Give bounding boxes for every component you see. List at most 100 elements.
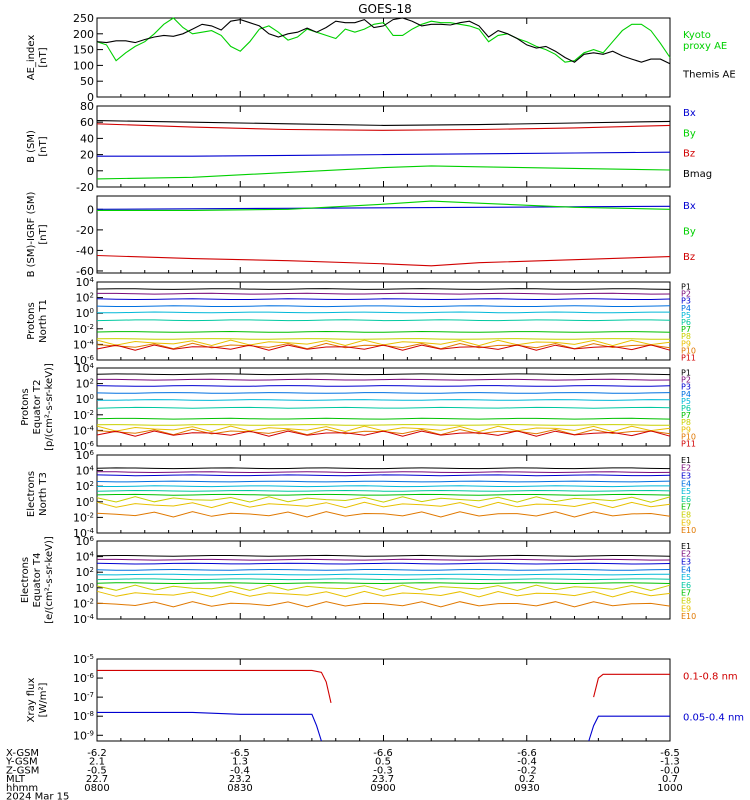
ephemeris-value: -0.5 bbox=[87, 765, 107, 776]
channel-line bbox=[96, 338, 670, 340]
legend-entry: P11 bbox=[681, 439, 696, 448]
date-label: 2024 Mar 15 bbox=[6, 792, 69, 800]
ephemeris-value: 0800 bbox=[84, 783, 109, 794]
channel-line bbox=[96, 568, 671, 571]
y-axis-label: AE_index[nT] bbox=[26, 35, 49, 81]
y-tick-label: 10-4 bbox=[73, 613, 95, 626]
y-tick-label: 0 bbox=[87, 203, 94, 216]
legend-entry: E6 bbox=[681, 581, 691, 590]
legend-entry: By bbox=[683, 227, 696, 238]
legend-entry: E7 bbox=[681, 589, 691, 598]
legend-entry: P8 bbox=[681, 418, 691, 427]
legend-entry: P5 bbox=[681, 311, 691, 320]
panel-ae: 250 200 150 100 50 0 AE_index[nT] Kyoto proxy AE… bbox=[26, 12, 736, 104]
legend-entry: P5 bbox=[681, 397, 691, 406]
series-line bbox=[96, 123, 671, 131]
series-line bbox=[96, 120, 671, 126]
y-tick-label: 102 bbox=[76, 292, 94, 305]
y-tick-label: 10-6 bbox=[73, 440, 95, 453]
y-tick-label: 10-4 bbox=[73, 424, 95, 437]
legend-entry: E10 bbox=[681, 526, 696, 535]
channel-line bbox=[96, 424, 670, 426]
legend-entry: P9 bbox=[681, 339, 691, 348]
ephemeris-value: 0830 bbox=[227, 783, 252, 794]
y-tick-label: 10-4 bbox=[73, 527, 95, 540]
panel-frame bbox=[96, 658, 671, 742]
channel-line bbox=[96, 311, 670, 314]
channel-line bbox=[96, 489, 671, 492]
y-tick-label: 0 bbox=[87, 165, 94, 178]
legend-entry: P9 bbox=[681, 425, 691, 434]
y-tick-label: 10-5 bbox=[73, 653, 94, 666]
channel-line bbox=[96, 344, 671, 351]
legend-entry: Bz bbox=[683, 149, 695, 160]
legend-entry: E5 bbox=[681, 573, 691, 582]
channel-line bbox=[96, 493, 671, 496]
channel-line bbox=[96, 330, 671, 333]
panel-frame bbox=[96, 17, 671, 98]
legend-entry: P1 bbox=[681, 369, 691, 378]
channel-line bbox=[96, 582, 671, 585]
y-axis-label: B (SM)[nT] bbox=[26, 130, 49, 163]
legend-entry: Bx bbox=[683, 201, 696, 212]
y-tick-label: 10-8 bbox=[73, 710, 94, 723]
figure-title: GOES-18 bbox=[358, 2, 412, 16]
ephemeris-value: 0930 bbox=[514, 783, 539, 794]
ephemeris-value: 1000 bbox=[657, 783, 682, 794]
y-tick-label: 102 bbox=[76, 378, 94, 391]
y-tick-label: 100 bbox=[73, 59, 94, 72]
series-line bbox=[96, 17, 671, 63]
channel-line bbox=[96, 511, 671, 518]
legend-entry: P6 bbox=[681, 318, 691, 327]
y-tick-label: 80 bbox=[80, 100, 94, 113]
legend-entry: P6 bbox=[681, 404, 691, 413]
y-tick-label: 10-2 bbox=[73, 511, 94, 524]
channel-line bbox=[97, 292, 671, 295]
y-tick-label: 10-9 bbox=[73, 729, 94, 742]
y-tick-label: 100 bbox=[76, 496, 94, 509]
panel-protons_north: 104 102 100 10-2 10-4 10-6 ProtonsNorth T1 P1P2… bbox=[26, 276, 696, 367]
series-line bbox=[97, 711, 322, 742]
panel-electrons_equator: 106 104 102 100 10-2 10-4 ElectronsEquator T4[… bbox=[20, 535, 696, 626]
ephemeris-row-label: MLT bbox=[6, 774, 26, 785]
channel-line bbox=[96, 584, 671, 592]
y-tick-label: 100 bbox=[76, 582, 94, 595]
legend-entry: By bbox=[683, 128, 696, 139]
y-tick-label: 200 bbox=[73, 28, 94, 41]
legend-entry: E10 bbox=[681, 612, 696, 621]
series-line bbox=[97, 200, 671, 211]
series-line bbox=[588, 715, 670, 742]
y-tick-label: 106 bbox=[76, 449, 95, 462]
legend-entry: P3 bbox=[681, 297, 691, 306]
channel-line bbox=[96, 385, 671, 387]
y-tick-label: 10-2 bbox=[73, 409, 94, 422]
ephemeris-value: -6.6 bbox=[373, 748, 393, 759]
channel-line bbox=[96, 554, 671, 557]
channel-line bbox=[96, 573, 670, 576]
channel-line bbox=[96, 601, 671, 608]
panel-frame bbox=[96, 105, 671, 188]
legend-entry: E4 bbox=[681, 565, 691, 574]
ephemeris-row-label: X-GSM bbox=[6, 748, 39, 759]
channel-line bbox=[96, 406, 671, 409]
y-tick-label: 0 bbox=[87, 91, 94, 104]
legend-entry: E9 bbox=[681, 604, 691, 613]
y-axis-label: ElectronsEquator T4[e/(cm²-s-sr-keV)] bbox=[20, 536, 55, 624]
ephemeris-value: -6.2 bbox=[87, 748, 107, 759]
y-tick-label: 100 bbox=[76, 307, 94, 320]
y-tick-label: 10-2 bbox=[73, 597, 94, 610]
channel-line bbox=[96, 298, 671, 301]
ephemeris-row-label: Z-GSM bbox=[6, 765, 39, 776]
legend-entry: Bx bbox=[683, 108, 696, 119]
y-tick-label: 10-2 bbox=[73, 323, 94, 336]
legend-entry: E2 bbox=[681, 464, 691, 473]
y-tick-label: 20 bbox=[80, 149, 94, 162]
panel-protons_equator: 104 102 100 10-2 10-4 10-6 ProtonsEquator T2[p… bbox=[20, 362, 696, 453]
y-tick-label: 250 bbox=[73, 12, 94, 25]
ephemeris-value: 1.3 bbox=[232, 757, 248, 768]
channel-line bbox=[96, 319, 671, 322]
ephemeris-value: -6.5 bbox=[660, 748, 680, 759]
channel-line bbox=[96, 373, 671, 376]
channel-line bbox=[96, 305, 671, 308]
legend-entry: E3 bbox=[681, 472, 691, 481]
